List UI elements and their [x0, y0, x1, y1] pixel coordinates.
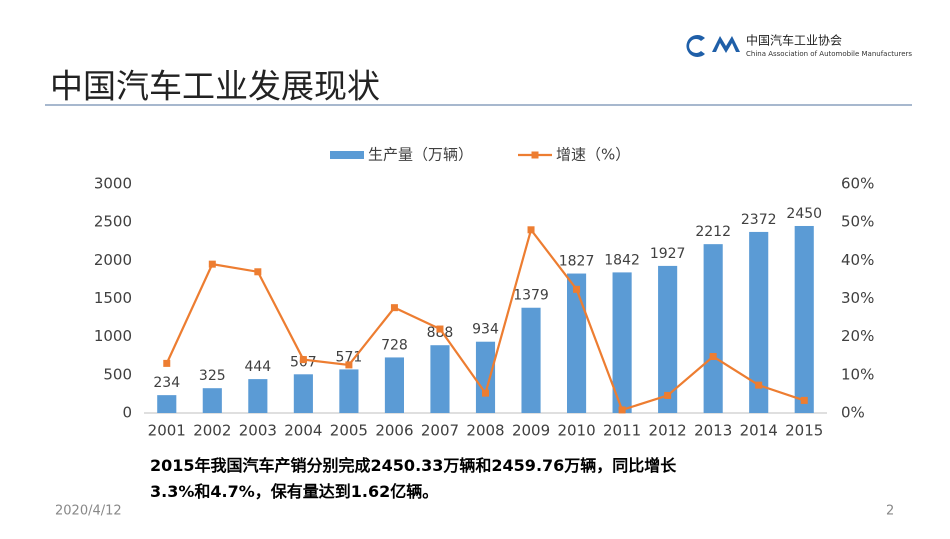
marker	[436, 325, 444, 333]
x-tick-label: 2014	[740, 422, 778, 440]
y2-tick-label: 0%	[841, 404, 865, 422]
data-label: 2450	[786, 206, 822, 222]
x-tick-label: 2010	[557, 422, 595, 440]
marker	[299, 356, 307, 364]
y-tick-label: 1000	[94, 327, 132, 345]
data-label: 1827	[559, 254, 595, 270]
marker	[573, 285, 581, 293]
x-tick-label: 2007	[421, 422, 459, 440]
legend-swatch	[531, 151, 539, 159]
page-number: 2	[886, 504, 894, 519]
marker	[755, 381, 763, 389]
bar	[293, 374, 313, 413]
y-tick-label: 3000	[94, 175, 132, 193]
logo-cn: 中国汽车工业协会	[746, 33, 842, 48]
bar	[384, 357, 404, 413]
bar	[567, 273, 587, 413]
marker	[482, 389, 489, 397]
y-tick-label: 500	[103, 365, 132, 383]
legend-swatch	[330, 151, 364, 159]
y2-tick-label: 20%	[841, 327, 874, 345]
logo	[686, 35, 740, 57]
bar	[612, 272, 632, 413]
data-label: 571	[336, 349, 363, 365]
data-label: 234	[153, 375, 180, 391]
y-tick-label: 0	[122, 404, 132, 422]
data-label: 1379	[513, 288, 549, 304]
marker	[163, 359, 171, 367]
marker	[390, 304, 398, 312]
x-tick-label: 2001	[148, 422, 186, 440]
data-label: 1842	[604, 252, 640, 268]
x-tick-label: 2003	[239, 422, 277, 440]
bar	[749, 231, 769, 413]
y2-tick-label: 50%	[841, 213, 874, 231]
bar	[157, 395, 177, 413]
date: 2020/4/12	[55, 504, 122, 519]
caption: 2015年我国汽车产销分别完成2450.33万辆和2459.76万辆，同比增长	[150, 456, 677, 475]
logo-en: China Association of Automobile Manufact…	[746, 50, 912, 58]
legend-label: 生产量（万辆）	[368, 146, 473, 164]
data-label: 728	[381, 337, 408, 353]
logo-mark	[712, 36, 740, 53]
marker	[664, 391, 672, 399]
caption: 3.3%和4.7%，保有量达到1.62亿辆。	[150, 482, 438, 501]
x-tick-label: 2011	[603, 422, 641, 440]
x-tick-label: 2005	[330, 422, 368, 440]
data-label: 934	[472, 322, 499, 338]
marker	[709, 353, 717, 361]
x-tick-label: 2012	[649, 422, 687, 440]
x-tick-label: 2008	[466, 422, 504, 440]
marker	[618, 406, 626, 414]
y2-tick-label: 60%	[841, 175, 874, 193]
logo-mark	[686, 35, 705, 57]
marker	[254, 268, 262, 276]
x-tick-label: 2002	[193, 422, 231, 440]
bar	[430, 345, 450, 413]
legend-label: 增速（%）	[556, 146, 630, 164]
y-tick-label: 2500	[94, 213, 132, 231]
x-tick-label: 2009	[512, 422, 550, 440]
y-tick-label: 2000	[94, 251, 132, 269]
data-label: 1927	[650, 246, 686, 262]
bar	[703, 244, 723, 413]
marker	[208, 260, 216, 268]
bar	[658, 265, 678, 413]
data-label: 2212	[695, 224, 731, 240]
y-tick-label: 1500	[94, 289, 132, 307]
y2-tick-label: 10%	[841, 365, 874, 383]
bar	[475, 341, 496, 413]
bar	[339, 369, 359, 413]
marker	[345, 361, 353, 369]
bar	[202, 388, 222, 413]
data-label: 325	[199, 368, 226, 384]
y2-tick-label: 40%	[841, 251, 874, 269]
x-tick-label: 2015	[785, 422, 823, 440]
x-tick-label: 2006	[375, 422, 413, 440]
x-tick-label: 2013	[694, 422, 732, 440]
bar	[794, 225, 814, 413]
data-label: 2372	[741, 212, 777, 228]
bar	[521, 307, 541, 413]
bar	[248, 379, 268, 413]
y2-tick-label: 30%	[841, 289, 874, 307]
data-label: 444	[244, 359, 271, 375]
x-tick-label: 2004	[284, 422, 322, 440]
marker	[800, 396, 808, 404]
slide-title: 中国汽车工业发展现状	[50, 67, 380, 106]
marker	[527, 226, 535, 234]
